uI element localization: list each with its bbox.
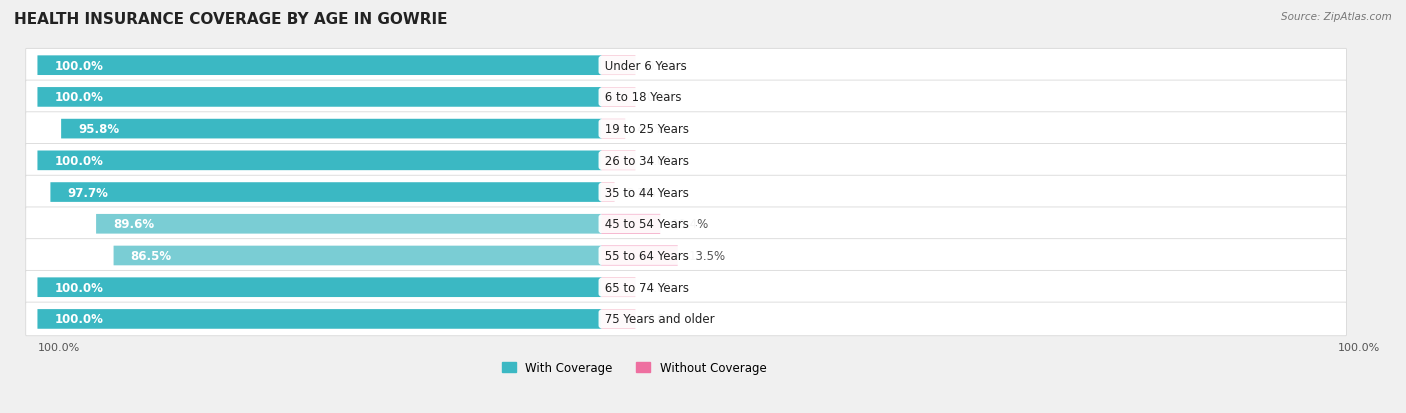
Text: 97.7%: 97.7%	[67, 186, 108, 199]
FancyBboxPatch shape	[602, 56, 636, 76]
Text: 10.4%: 10.4%	[672, 218, 709, 231]
FancyBboxPatch shape	[602, 214, 661, 234]
Text: 0.0%: 0.0%	[647, 313, 676, 325]
Text: 100.0%: 100.0%	[55, 154, 104, 167]
FancyBboxPatch shape	[602, 246, 678, 266]
Text: 65 to 74 Years: 65 to 74 Years	[602, 281, 693, 294]
Text: 0.0%: 0.0%	[647, 59, 676, 73]
FancyBboxPatch shape	[51, 183, 602, 202]
Text: 100.0%: 100.0%	[55, 313, 104, 325]
Text: 0.0%: 0.0%	[647, 154, 676, 167]
FancyBboxPatch shape	[60, 119, 602, 139]
FancyBboxPatch shape	[25, 176, 1347, 209]
Text: HEALTH INSURANCE COVERAGE BY AGE IN GOWRIE: HEALTH INSURANCE COVERAGE BY AGE IN GOWR…	[14, 12, 447, 27]
FancyBboxPatch shape	[38, 56, 602, 76]
FancyBboxPatch shape	[602, 119, 626, 139]
Text: Source: ZipAtlas.com: Source: ZipAtlas.com	[1281, 12, 1392, 22]
Text: 95.8%: 95.8%	[79, 123, 120, 136]
Text: 100.0%: 100.0%	[55, 91, 104, 104]
Text: Under 6 Years: Under 6 Years	[602, 59, 690, 73]
FancyBboxPatch shape	[602, 309, 636, 329]
FancyBboxPatch shape	[25, 271, 1347, 304]
FancyBboxPatch shape	[25, 207, 1347, 241]
Text: 19 to 25 Years: 19 to 25 Years	[602, 123, 693, 136]
Text: 6 to 18 Years: 6 to 18 Years	[602, 91, 686, 104]
FancyBboxPatch shape	[25, 112, 1347, 146]
FancyBboxPatch shape	[38, 309, 602, 329]
FancyBboxPatch shape	[602, 183, 614, 202]
Text: 100.0%: 100.0%	[55, 59, 104, 73]
Text: 4.2%: 4.2%	[637, 123, 666, 136]
Text: 89.6%: 89.6%	[112, 218, 155, 231]
Text: 0.0%: 0.0%	[647, 281, 676, 294]
Text: 75 Years and older: 75 Years and older	[602, 313, 718, 325]
FancyBboxPatch shape	[114, 246, 602, 266]
Text: 100.0%: 100.0%	[55, 281, 104, 294]
FancyBboxPatch shape	[25, 239, 1347, 273]
FancyBboxPatch shape	[96, 214, 602, 234]
FancyBboxPatch shape	[602, 278, 636, 297]
Text: 45 to 54 Years: 45 to 54 Years	[602, 218, 693, 231]
FancyBboxPatch shape	[25, 49, 1347, 83]
Text: 100.0%: 100.0%	[38, 342, 80, 352]
Text: 100.0%: 100.0%	[1337, 342, 1379, 352]
Text: 26 to 34 Years: 26 to 34 Years	[602, 154, 693, 167]
Text: 13.5%: 13.5%	[689, 249, 725, 262]
FancyBboxPatch shape	[38, 278, 602, 297]
Text: 0.0%: 0.0%	[647, 91, 676, 104]
FancyBboxPatch shape	[38, 88, 602, 107]
FancyBboxPatch shape	[602, 88, 636, 107]
FancyBboxPatch shape	[38, 151, 602, 171]
FancyBboxPatch shape	[25, 302, 1347, 336]
Text: 35 to 44 Years: 35 to 44 Years	[602, 186, 693, 199]
Legend: With Coverage, Without Coverage: With Coverage, Without Coverage	[496, 356, 772, 379]
Text: 2.3%: 2.3%	[626, 186, 655, 199]
FancyBboxPatch shape	[602, 151, 636, 171]
Text: 86.5%: 86.5%	[131, 249, 172, 262]
FancyBboxPatch shape	[25, 144, 1347, 178]
FancyBboxPatch shape	[25, 81, 1347, 114]
Text: 55 to 64 Years: 55 to 64 Years	[602, 249, 693, 262]
